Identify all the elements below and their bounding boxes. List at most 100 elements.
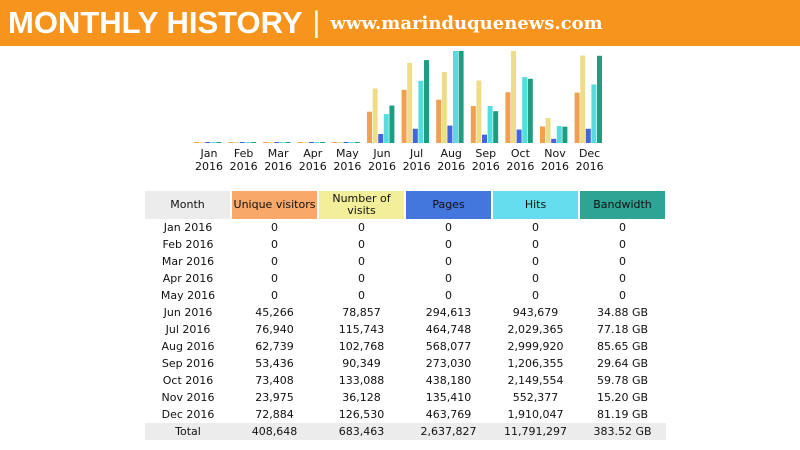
table-cell: 294,613 [425,306,472,319]
bar [424,60,429,143]
x-tick-label: Sep 2016 [471,147,500,173]
column-header: Pages [405,191,493,219]
bar [210,142,216,143]
bar [540,126,545,143]
table-cell: 0 [619,272,626,285]
bar [245,142,251,143]
table-cell: 0 [619,255,626,268]
table-row: Jan 2016 0 0 0 0 0 [145,219,666,236]
bar [314,142,320,143]
table-cell: 2,149,554 [507,374,564,387]
table-cell: 85.65 GB [596,340,649,353]
table-cell: 1,206,355 [507,357,564,370]
total-cell: 683,463 [318,423,405,440]
bar [493,111,499,143]
column-header: Number of visits [318,191,406,219]
table-row: Nov 2016 23,975 36,128 135,410 552,377 15.20 … [145,389,666,406]
table-cell: 464,748 [425,323,472,336]
x-tick-label: May 2016 [333,147,362,173]
bar [194,142,199,143]
table-cell: Dec 2016 [161,408,215,421]
table-cell: 0 [445,272,452,285]
table-cell: 45,266 [255,306,294,319]
bar [280,142,285,143]
table-row: Apr 2016 0 0 0 0 0 [145,270,666,287]
bar [511,51,516,143]
table-row: Feb 2016 0 0 0 0 0 [145,236,666,253]
bar [527,78,533,143]
table-cell: 76,940 [255,323,294,336]
bar [320,142,326,143]
x-tick-label: Jun 2016 [368,147,396,173]
bar [297,142,303,143]
bar [545,118,551,143]
total-cell: 2,637,827 [405,423,492,440]
bar [343,142,349,143]
table-cell: 0 [271,221,278,234]
table-cell: 29.64 GB [596,357,649,370]
bar [303,142,309,143]
table-cell: 0 [271,272,278,285]
header-title: MONTHLY HISTORY [8,5,303,40]
table-row: Aug 2016 62,739 102,768 568,077 2,999,920 85.… [145,338,666,355]
bar [597,55,602,143]
table-cell: 0 [532,289,539,302]
table-cell: 0 [532,255,539,268]
bar [251,142,256,143]
table-cell: 0 [619,238,626,251]
table-cell: 73,408 [255,374,294,387]
total-cell: 11,791,297 [492,423,579,440]
table-cell: 78,857 [342,306,381,319]
table-cell: 568,077 [425,340,472,353]
bar [458,51,464,143]
table-cell: 0 [271,289,278,302]
bar [274,142,280,143]
bar [580,55,586,143]
bar [199,142,205,143]
bar [383,114,389,143]
bar [412,128,418,143]
bar [487,106,493,143]
table-cell: 0 [445,255,452,268]
column-header: Month [145,191,232,219]
table-row: Jul 2016 76,940 115,743 464,748 2,029,365 77.… [145,321,666,338]
separator: | [312,6,321,39]
bar [574,92,580,143]
x-tick-label: Jan 2016 [195,147,223,173]
table-cell: 0 [358,272,365,285]
column-header: Hits [492,191,580,219]
bar [585,128,591,143]
bar [516,129,522,143]
table-cell: 0 [271,255,278,268]
bar [338,142,343,143]
total-cell: Total [145,423,231,440]
bar [522,77,528,143]
table-cell: 0 [532,238,539,251]
table-cell: 0 [619,289,626,302]
table-cell: 77.18 GB [596,323,649,336]
bar [239,142,245,143]
bar [418,80,424,143]
table-cell: 59.78 GB [596,374,649,387]
bar [234,142,240,143]
table-cell: 133,088 [338,374,385,387]
table-row: Dec 2016 72,884 126,530 463,769 1,910,047 81.… [145,406,666,423]
bar [551,138,557,143]
total-cell: 383.52 GB [579,423,666,440]
x-tick-label: Jul 2016 [402,147,431,173]
table-row: May 2016 0 0 0 0 0 [145,287,666,304]
bar [470,106,476,143]
total-cell: 408,648 [231,423,318,440]
table-row: Sep 2016 53,436 90,349 273,030 1,206,355 29.6… [145,355,666,372]
table-cell: 0 [532,272,539,285]
table-cell: 552,377 [512,391,559,404]
site: www.marinduquenews.com [330,12,603,34]
table-cell: Oct 2016 [162,374,214,387]
table-cell: Aug 2016 [161,340,215,353]
bar [367,111,372,143]
table-row: Oct 2016 73,408 133,088 438,180 2,149,554 59.… [145,372,666,389]
column-header: Unique visitors [231,191,319,219]
bar [372,88,378,143]
x-tick-label: Aug 2016 [437,147,466,173]
